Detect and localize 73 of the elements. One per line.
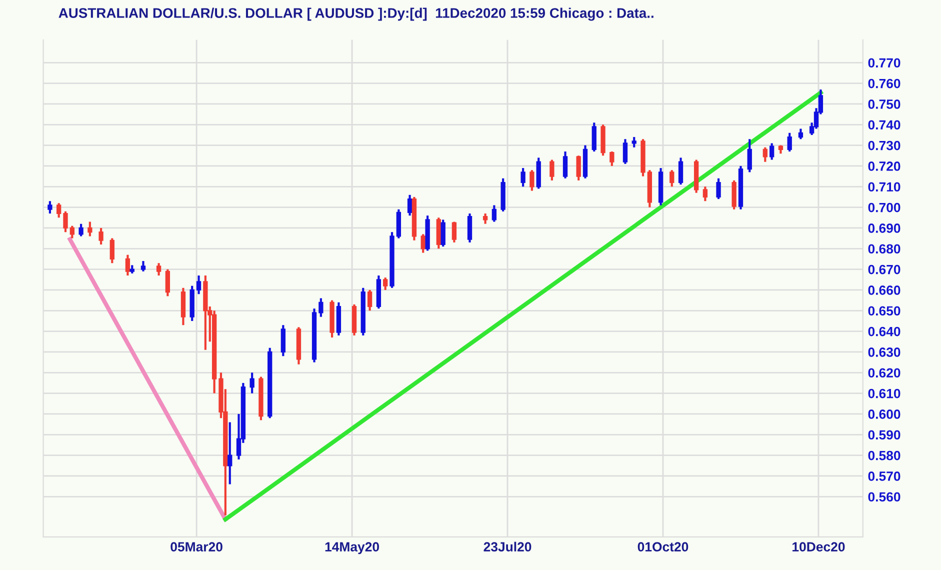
candlestick	[732, 179, 736, 210]
candlestick	[787, 132, 792, 153]
x-tick-label: 14May20	[325, 542, 379, 554]
candlestick	[492, 204, 497, 223]
candlestick	[367, 288, 372, 312]
candlestick	[440, 218, 446, 248]
candlestick	[467, 212, 472, 244]
y-tick-label: 0.740	[868, 120, 900, 130]
candlestick	[318, 297, 324, 318]
candlestick	[63, 210, 68, 234]
candlestick	[798, 128, 804, 140]
y-tick-label: 0.590	[868, 430, 900, 440]
candlestick	[70, 224, 74, 240]
y-tick-label: 0.600	[868, 410, 900, 419]
x-tick-label: 01Oct20	[638, 542, 688, 552]
y-tick-label: 0.660	[868, 286, 900, 295]
y-tick-label: 0.570	[868, 472, 900, 481]
candlestick	[716, 177, 721, 200]
candlestick	[747, 138, 752, 174]
candlestick	[196, 274, 202, 296]
y-tick-label: 0.560	[868, 492, 900, 502]
y-tick-label: 0.670	[868, 264, 900, 274]
candlestick	[228, 421, 232, 486]
candlestick	[520, 166, 526, 188]
y-tick-label: 0.690	[868, 224, 900, 233]
candlestick	[98, 226, 104, 246]
y-tick-label: 0.650	[868, 306, 900, 316]
y-tick-label: 0.620	[868, 368, 900, 378]
y-tick-label: 0.720	[868, 162, 900, 171]
candlestick	[576, 154, 581, 182]
y-tick-label: 0.750	[868, 100, 900, 109]
y-tick-label: 0.770	[868, 58, 900, 68]
x-tick-label: 23Jul20	[484, 542, 532, 552]
candlestick	[562, 150, 568, 180]
candlestick	[610, 150, 614, 168]
candlestick	[769, 142, 774, 161]
candlestick	[678, 156, 684, 186]
candlestick	[396, 208, 402, 240]
candlestick	[125, 254, 130, 277]
y-tick-label: 0.630	[868, 348, 900, 357]
candlestick	[452, 220, 457, 244]
candlestick	[632, 136, 636, 148]
y-tick-label: 0.730	[868, 140, 900, 150]
y-tick-label: 0.640	[868, 326, 900, 336]
y-tick-label: 0.710	[868, 182, 900, 192]
y-tick-label: 0.760	[868, 78, 900, 88]
y-tick-label: 0.680	[868, 244, 900, 254]
y-tick-label: 0.700	[868, 202, 900, 212]
candlestick	[110, 237, 114, 264]
chart-title: AUSTRALIAN DOLLAR/U.S. DOLLAR [ AUDUSD ]:Dy:[d] 11Dec2020 15:59 Chicago : Data..	[58, 8, 654, 21]
candlestick	[550, 158, 554, 182]
candlestick	[56, 202, 62, 219]
candlestick	[165, 268, 170, 298]
candlestick	[140, 260, 146, 272]
candlestick	[48, 200, 52, 215]
candlestick	[156, 262, 162, 277]
candlestick	[383, 276, 388, 292]
candlestick	[407, 194, 412, 217]
candlestick	[622, 138, 628, 165]
x-tick-label: 10Dec20	[792, 542, 845, 552]
candlestick	[482, 212, 488, 225]
candlestick	[280, 324, 286, 358]
candlestick	[670, 169, 674, 188]
candlestick	[702, 186, 708, 202]
x-tick-label: 05Mar20	[170, 542, 222, 552]
candlestick	[762, 146, 768, 163]
y-tick-label: 0.580	[868, 450, 900, 460]
y-tick-label: 0.610	[868, 388, 900, 398]
candlestick	[78, 222, 84, 238]
candlestick	[592, 122, 596, 153]
candlestick	[88, 220, 92, 238]
candlestick	[530, 169, 534, 192]
candlestick	[250, 372, 254, 394]
